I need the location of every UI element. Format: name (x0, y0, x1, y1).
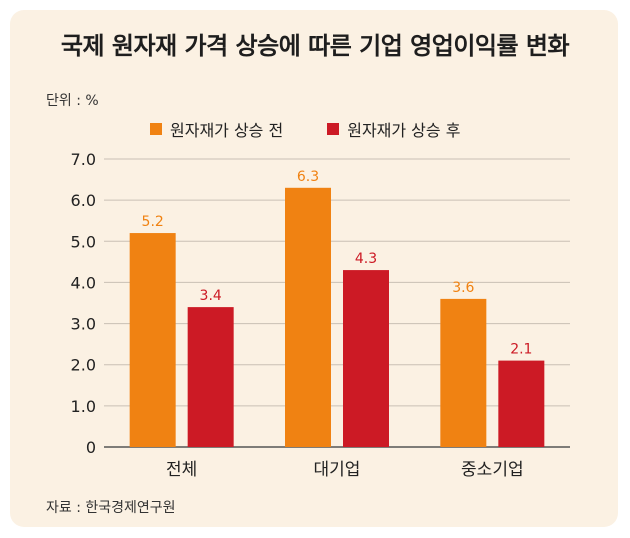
y-tick-label: 3.0 (71, 315, 96, 334)
x-tick-label: 대기업 (314, 460, 361, 480)
y-tick-label: 1.0 (71, 397, 96, 416)
y-tick-label: 6.0 (71, 191, 96, 210)
x-tick-label: 중소기업 (461, 460, 524, 480)
data-label: 6.3 (297, 169, 319, 185)
legend: 원자재가 상승 전 원자재가 상승 후 (150, 117, 460, 141)
legend-label-after: 원자재가 상승 후 (347, 121, 461, 140)
y-tick-label: 7.0 (71, 150, 96, 169)
unit-label: 단위 : % (46, 93, 99, 109)
legend-item-before: 원자재가 상승 전 (150, 117, 283, 141)
bar (187, 307, 234, 447)
bar (498, 360, 545, 447)
y-tick-label: 2.0 (71, 356, 96, 375)
y-tick-label: 4.0 (71, 273, 96, 292)
y-tick-label: 5.0 (71, 232, 96, 251)
data-label: 5.2 (142, 214, 164, 230)
legend-swatch-after (327, 123, 340, 135)
x-tick-label: 전체 (166, 460, 197, 480)
data-label: 3.4 (200, 288, 222, 304)
legend-item-after: 원자재가 상승 후 (327, 117, 460, 141)
y-tick-label: 0 (86, 438, 96, 457)
legend-label-before: 원자재가 상승 전 (170, 121, 284, 140)
source-label: 자료 : 한국경제연구원 (46, 500, 176, 516)
bar (440, 298, 487, 447)
bar (129, 233, 176, 447)
legend-swatch-before (150, 123, 162, 135)
data-label: 4.3 (355, 251, 377, 267)
chart-title: 국제 원자재 가격 상승에 따른 기업 영업이익률 변화 (60, 32, 570, 60)
data-label: 2.1 (510, 342, 532, 358)
bar (285, 187, 331, 448)
bar (343, 270, 389, 447)
data-label: 3.6 (452, 280, 474, 296)
